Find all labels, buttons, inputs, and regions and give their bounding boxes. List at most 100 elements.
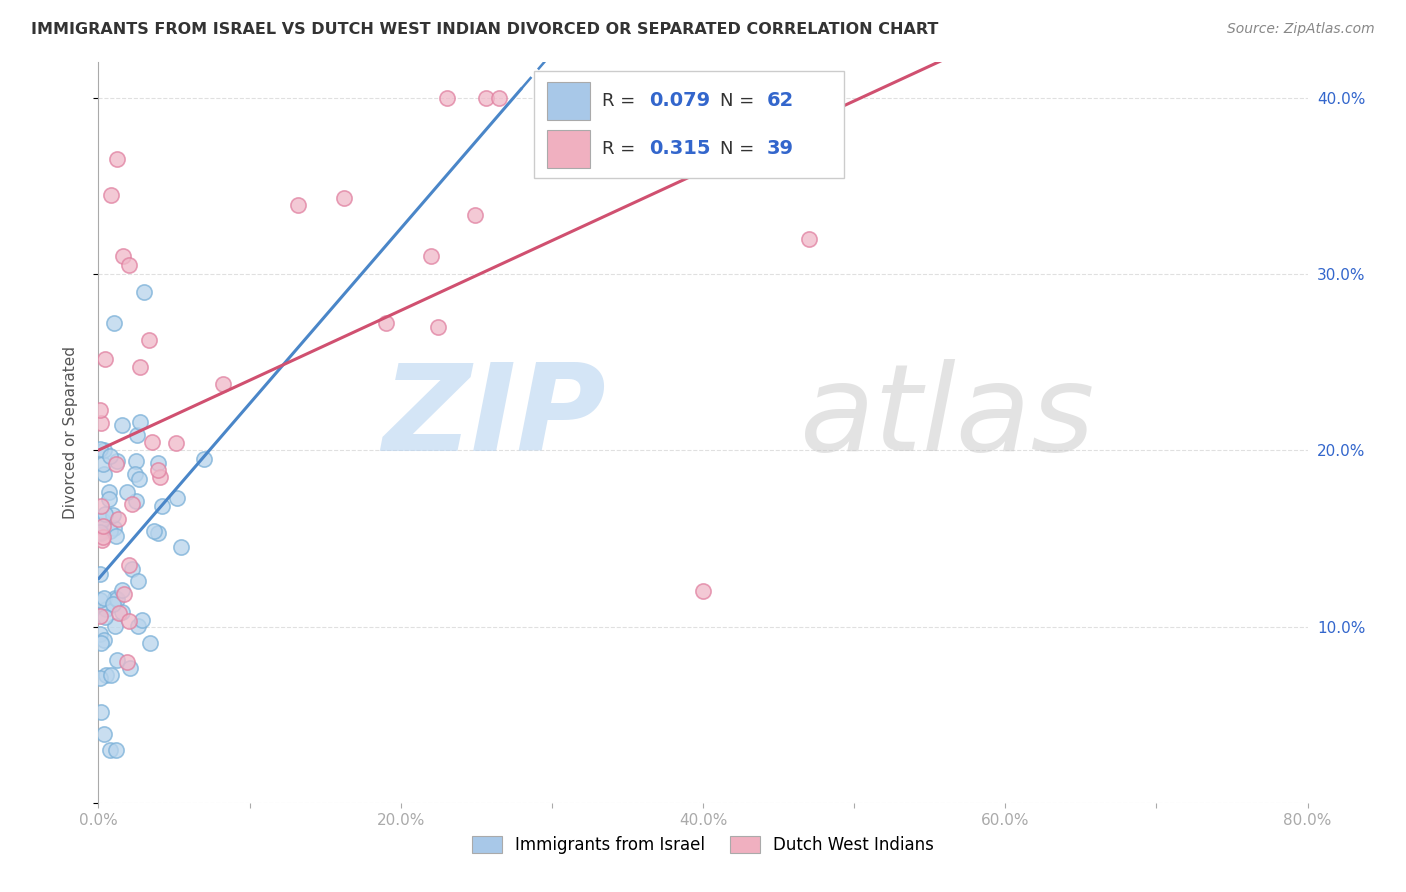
Point [103,521,125,535]
Point [89,608,111,623]
Text: Source: ZipAtlas.com: Source: ZipAtlas.com [1227,22,1375,37]
Point [165,436,187,450]
Point [111,249,134,263]
Point [105,743,128,757]
Point [115,655,138,669]
Point [100,187,122,202]
Point [149,470,172,484]
Point [89,524,111,539]
Point [98,524,121,539]
Point [118,558,141,573]
Point [101,597,124,611]
Point [112,587,135,601]
Y-axis label: Divorced or Separated: Divorced or Separated [63,346,77,519]
Point [96,601,118,615]
Point [287,197,309,211]
Point [118,614,141,628]
Point [374,316,396,330]
Bar [547,82,591,120]
Point [91,513,114,527]
Point [89,566,111,581]
Point [436,91,458,105]
Point [90,533,112,548]
Point [166,491,188,505]
Point [90,416,112,430]
Point [128,472,150,486]
Point [475,91,498,105]
Point [111,605,134,619]
Point [100,743,122,757]
Point [170,540,193,554]
Point [90,705,112,719]
Text: N =: N = [720,140,759,158]
Point [148,463,170,477]
Point [692,584,714,599]
Text: 0.315: 0.315 [648,139,710,159]
Point [127,574,149,589]
Point [89,518,111,533]
Point [98,485,121,500]
Point [193,452,215,467]
Point [138,333,160,347]
Point [89,442,111,456]
Point [93,632,115,647]
Point [105,591,128,606]
Point [121,497,143,511]
Point [89,403,111,417]
Point [105,529,128,543]
Point [93,467,115,481]
Point [121,562,143,576]
Point [797,232,820,246]
Point [93,591,115,606]
Point [89,671,111,685]
Point [91,531,114,545]
Point [94,609,117,624]
Legend: Immigrants from Israel, Dutch West Indians: Immigrants from Israel, Dutch West India… [465,830,941,861]
Point [89,626,111,640]
Point [212,377,235,392]
Point [105,153,128,167]
Point [90,636,112,650]
Point [93,442,115,457]
Point [125,494,148,508]
Point [132,285,155,299]
Point [464,208,486,222]
Point [125,453,148,467]
Text: 62: 62 [766,91,793,111]
Point [118,258,141,272]
Point [150,499,173,513]
Point [96,668,118,682]
Point [131,614,153,628]
Point [488,91,510,105]
Point [104,618,127,632]
Point [110,582,132,597]
Point [141,435,163,450]
Point [427,319,450,334]
Point [107,512,129,526]
Point [103,317,125,331]
Point [118,661,141,675]
Point [94,352,117,367]
Text: IMMIGRANTS FROM ISRAEL VS DUTCH WEST INDIAN DIVORCED OR SEPARATED CORRELATION CH: IMMIGRANTS FROM ISRAEL VS DUTCH WEST IND… [31,22,938,37]
Point [420,249,443,263]
Text: R =: R = [602,140,641,158]
Point [98,491,121,506]
Point [124,467,146,482]
Point [90,499,112,513]
Point [108,607,131,621]
Text: 39: 39 [766,139,793,159]
Point [90,525,112,540]
Text: atlas: atlas [800,359,1095,476]
Text: N =: N = [720,92,759,110]
Point [93,726,115,740]
Point [148,456,170,470]
Text: 0.079: 0.079 [648,91,710,111]
Point [111,417,134,432]
Point [101,508,124,523]
Point [94,507,117,521]
Point [91,458,114,472]
Point [100,449,122,463]
Point [129,359,152,374]
Point [100,668,122,682]
Text: R =: R = [602,92,641,110]
